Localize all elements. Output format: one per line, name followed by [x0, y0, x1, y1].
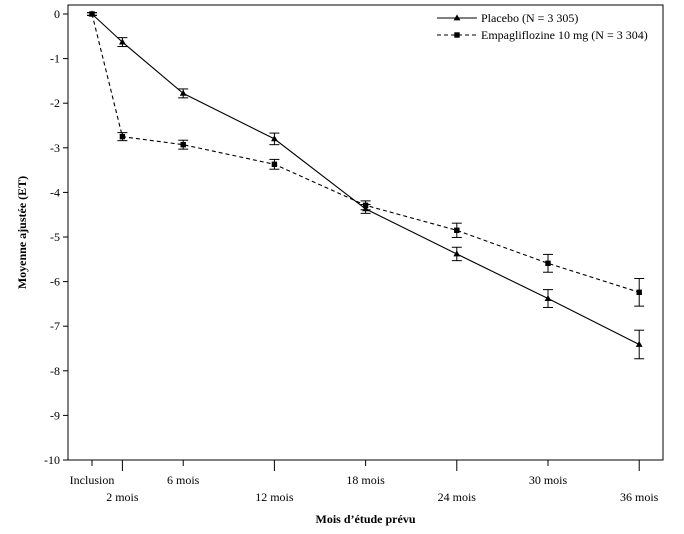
series-layer	[87, 10, 645, 360]
triangle-marker	[453, 14, 461, 21]
square-marker	[180, 141, 186, 148]
square-marker	[362, 202, 369, 209]
square-marker	[454, 32, 460, 38]
y-tick-label: -4	[50, 185, 60, 199]
triangle-marker	[453, 250, 461, 257]
square-marker	[545, 260, 551, 267]
series-placebo	[87, 10, 645, 360]
triangle-marker	[179, 89, 187, 96]
legend-label: Placebo (N = 3 305)	[481, 11, 578, 25]
y-axis: 0 -1 -2 -3 -4 -5 -6 -7 -8 -9 -10	[44, 7, 68, 467]
triangle-marker	[119, 38, 126, 45]
y-tick-label: -3	[50, 141, 60, 155]
square-marker	[119, 133, 126, 140]
square-marker	[636, 289, 642, 296]
x-tick-label: 12 mois	[255, 490, 294, 504]
square-marker	[89, 11, 95, 17]
y-tick-label: -10	[44, 453, 60, 467]
y-tick-label: -1	[50, 52, 60, 66]
series-line	[91, 13, 640, 345]
y-tick-label: -8	[50, 364, 60, 378]
x-tick-label: 2 mois	[106, 490, 139, 504]
x-tick-label: 30 mois	[529, 473, 568, 487]
x-tick-label: Inclusion	[70, 473, 115, 487]
x-tick-label: 24 mois	[438, 490, 477, 504]
y-tick-label: -6	[50, 275, 60, 289]
y-tick-label: -2	[50, 96, 60, 110]
series-empagliflozine	[87, 11, 645, 307]
square-marker	[454, 227, 460, 234]
series-line	[91, 13, 640, 293]
plot-frame	[67, 4, 664, 461]
triangle-marker	[635, 340, 643, 347]
x-axis-title: Mois d’étude prévu	[316, 512, 416, 526]
x-axis: Inclusion 2 mois 6 mois 12 mois 18 mois 24 mo…	[70, 460, 659, 504]
y-axis-title: Moyenne ajustée (ET)	[15, 176, 29, 289]
y-tick-label: -5	[50, 230, 60, 244]
y-tick-label: -9	[50, 408, 60, 422]
x-tick-label: 6 mois	[167, 473, 200, 487]
legend: Placebo (N = 3 305) Empagliflozine 10 mg …	[437, 11, 648, 42]
x-tick-label: 36 mois	[620, 490, 659, 504]
y-tick-label: 0	[54, 7, 60, 21]
square-marker	[271, 161, 278, 168]
triangle-marker	[271, 135, 278, 142]
x-tick-label: 18 mois	[346, 473, 385, 487]
y-tick-label: -7	[50, 319, 60, 333]
legend-label: Empagliflozine 10 mg (N = 3 304)	[481, 28, 648, 42]
triangle-marker	[544, 294, 552, 301]
